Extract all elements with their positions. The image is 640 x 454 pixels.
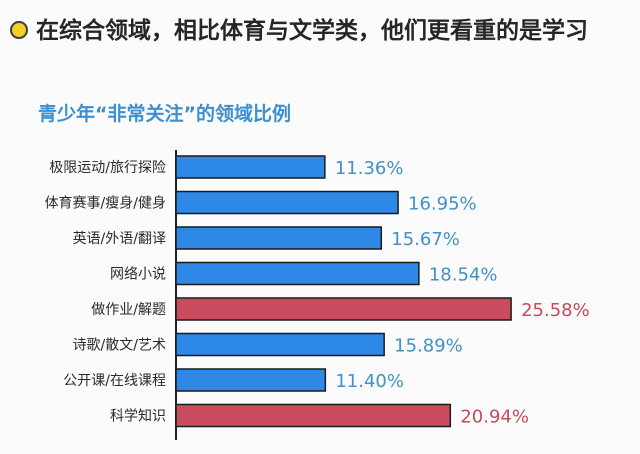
bullet-icon — [10, 21, 28, 39]
value-label-5: 15.89% — [394, 336, 463, 357]
category-label-7: 科学知识 — [110, 408, 166, 425]
category-label-6: 公开课/在线课程 — [63, 373, 166, 389]
bar-7 — [175, 403, 452, 428]
bar-0 — [175, 155, 326, 179]
value-label-3: 18.54% — [429, 265, 498, 286]
value-label-7: 20.94% — [460, 407, 529, 428]
bar-1 — [175, 190, 399, 215]
category-label-1: 体育赛事/瘦身/健身 — [45, 195, 166, 212]
value-label-4: 25.58% — [521, 300, 590, 321]
category-label-5: 诗歌/散文/艺术 — [73, 338, 166, 354]
value-label-0: 11.36% — [335, 158, 404, 179]
bar-5 — [175, 332, 385, 357]
bar-3 — [175, 261, 420, 286]
bar-2 — [175, 226, 383, 250]
bar-4 — [175, 297, 512, 321]
bars-group: 极限运动/旅行探险 11.36% 体育赛事/瘦身/健身 16.95% 英语/外语/翻译 1… — [45, 155, 590, 428]
value-label-1: 16.95% — [408, 194, 477, 215]
category-label-3: 网络小说 — [110, 267, 166, 283]
value-label-6: 11.40% — [335, 371, 404, 392]
headline: 在综合领域，相比体育与文学类，他们更看重的是学习 — [36, 18, 588, 44]
chart-title: 青少年“非常关注”的领域比例 — [38, 103, 291, 125]
bar-6 — [175, 368, 327, 392]
category-label-4: 做作业/解题 — [91, 302, 166, 318]
category-label-2: 英语/外语/翻译 — [73, 230, 166, 247]
category-label-0: 极限运动/旅行探险 — [49, 160, 166, 176]
value-label-2: 15.67% — [391, 229, 460, 250]
